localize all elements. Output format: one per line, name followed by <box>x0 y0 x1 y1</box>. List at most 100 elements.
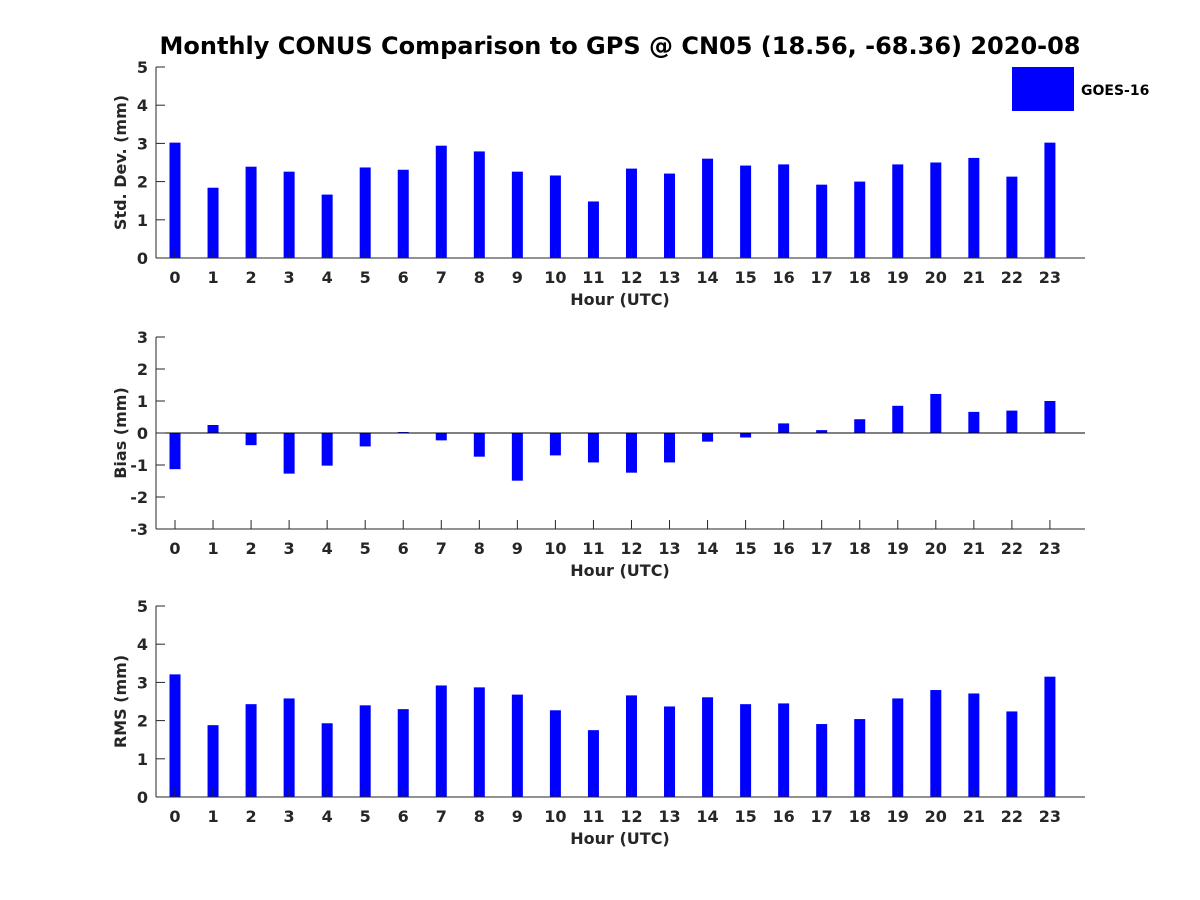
bar-rms-hour-6 <box>397 709 409 797</box>
x-tick-label: 0 <box>169 268 180 287</box>
x-axis-label: Hour (UTC) <box>570 290 670 309</box>
x-tick-label: 5 <box>360 539 371 558</box>
y-tick-label: 3 <box>137 328 148 347</box>
x-tick-label: 20 <box>925 268 947 287</box>
x-tick-label: 16 <box>773 807 795 826</box>
y-tick-label: 0 <box>137 249 148 268</box>
x-tick-label: 19 <box>887 268 909 287</box>
bar-std-hour-20 <box>930 162 942 258</box>
bar-bias-hour-23 <box>1044 401 1056 433</box>
x-tick-label: 20 <box>925 807 947 826</box>
y-axis-label: RMS (mm) <box>111 655 130 748</box>
bar-bias-hour-4 <box>321 433 333 466</box>
x-tick-label: 13 <box>658 268 680 287</box>
bar-rms-hour-12 <box>625 695 637 797</box>
x-tick-label: 7 <box>436 539 447 558</box>
y-tick-label: 0 <box>137 424 148 443</box>
bar-std-hour-6 <box>397 169 409 258</box>
bar-rms-hour-2 <box>245 704 257 797</box>
bar-bias-hour-22 <box>1006 410 1018 433</box>
x-tick-label: 14 <box>696 807 718 826</box>
x-tick-label: 19 <box>887 539 909 558</box>
x-tick-label: 22 <box>1001 539 1023 558</box>
bar-std-hour-16 <box>778 164 790 258</box>
x-tick-label: 1 <box>207 268 218 287</box>
x-tick-label: 23 <box>1039 268 1061 287</box>
x-tick-label: 10 <box>544 539 566 558</box>
x-tick-label: 18 <box>849 807 871 826</box>
x-tick-label: 8 <box>474 807 485 826</box>
bar-bias-hour-18 <box>854 419 866 433</box>
x-axis-label: Hour (UTC) <box>570 829 670 848</box>
bar-bias-hour-15 <box>740 433 752 438</box>
x-tick-label: 9 <box>512 539 523 558</box>
legend-label-goes-16: GOES-16 <box>1081 83 1149 99</box>
legend: GOES-16 <box>1012 67 1149 111</box>
bar-rms-hour-23 <box>1044 676 1056 797</box>
y-tick-label: 3 <box>137 673 148 692</box>
legend-swatch-goes-16 <box>1012 67 1074 111</box>
x-tick-label: 14 <box>696 268 718 287</box>
bar-std-hour-8 <box>473 151 485 258</box>
x-tick-label: 21 <box>963 539 985 558</box>
x-tick-label: 1 <box>207 539 218 558</box>
bar-rms-hour-21 <box>968 693 980 797</box>
y-tick-label: -3 <box>130 520 148 539</box>
x-tick-label: 2 <box>246 807 257 826</box>
bar-rms-hour-3 <box>283 698 295 797</box>
x-tick-label: 1 <box>207 807 218 826</box>
x-tick-label: 2 <box>246 268 257 287</box>
x-tick-label: 17 <box>811 539 833 558</box>
x-tick-label: 13 <box>658 539 680 558</box>
x-tick-label: 16 <box>773 268 795 287</box>
x-tick-label: 3 <box>284 807 295 826</box>
y-tick-label: 1 <box>137 392 148 411</box>
x-tick-label: 15 <box>734 807 756 826</box>
y-tick-label: 4 <box>137 635 148 654</box>
bar-std-hour-19 <box>892 164 904 258</box>
y-axis-label: Std. Dev. (mm) <box>111 95 130 230</box>
y-tick-label: 1 <box>137 750 148 769</box>
bar-std-hour-7 <box>435 145 447 258</box>
x-tick-label: 12 <box>620 268 642 287</box>
y-tick-label: 2 <box>137 173 148 192</box>
bar-rms-hour-1 <box>207 725 219 797</box>
x-tick-label: 23 <box>1039 807 1061 826</box>
x-tick-label: 6 <box>398 268 409 287</box>
bar-rms-hour-13 <box>664 706 676 797</box>
x-tick-label: 0 <box>169 539 180 558</box>
x-tick-label: 20 <box>925 539 947 558</box>
bar-std-hour-22 <box>1006 176 1018 258</box>
bar-std-hour-11 <box>587 201 599 258</box>
x-tick-label: 4 <box>322 539 333 558</box>
x-tick-label: 14 <box>696 539 718 558</box>
x-tick-label: 18 <box>849 539 871 558</box>
bar-std-hour-12 <box>625 168 637 258</box>
x-tick-label: 9 <box>512 807 523 826</box>
x-tick-label: 13 <box>658 807 680 826</box>
x-tick-label: 7 <box>436 807 447 826</box>
x-tick-label: 12 <box>620 539 642 558</box>
x-tick-label: 17 <box>811 807 833 826</box>
bar-bias-hour-13 <box>664 433 676 463</box>
bar-bias-hour-1 <box>207 425 219 433</box>
bar-rms-hour-8 <box>473 687 485 797</box>
bar-std-hour-1 <box>207 187 219 258</box>
x-tick-label: 11 <box>582 807 604 826</box>
bar-bias-hour-9 <box>511 433 523 481</box>
bar-bias-hour-12 <box>625 433 637 473</box>
x-tick-label: 0 <box>169 807 180 826</box>
x-tick-label: 3 <box>284 539 295 558</box>
x-tick-label: 4 <box>322 807 333 826</box>
bar-rms-hour-20 <box>930 690 942 797</box>
y-tick-label: 5 <box>137 58 148 77</box>
bar-rms-hour-14 <box>702 697 714 797</box>
x-tick-label: 6 <box>398 807 409 826</box>
y-tick-label: 0 <box>137 788 148 807</box>
bar-std-hour-4 <box>321 194 333 258</box>
bar-bias-hour-5 <box>359 433 371 447</box>
bar-rms-hour-10 <box>549 710 561 797</box>
